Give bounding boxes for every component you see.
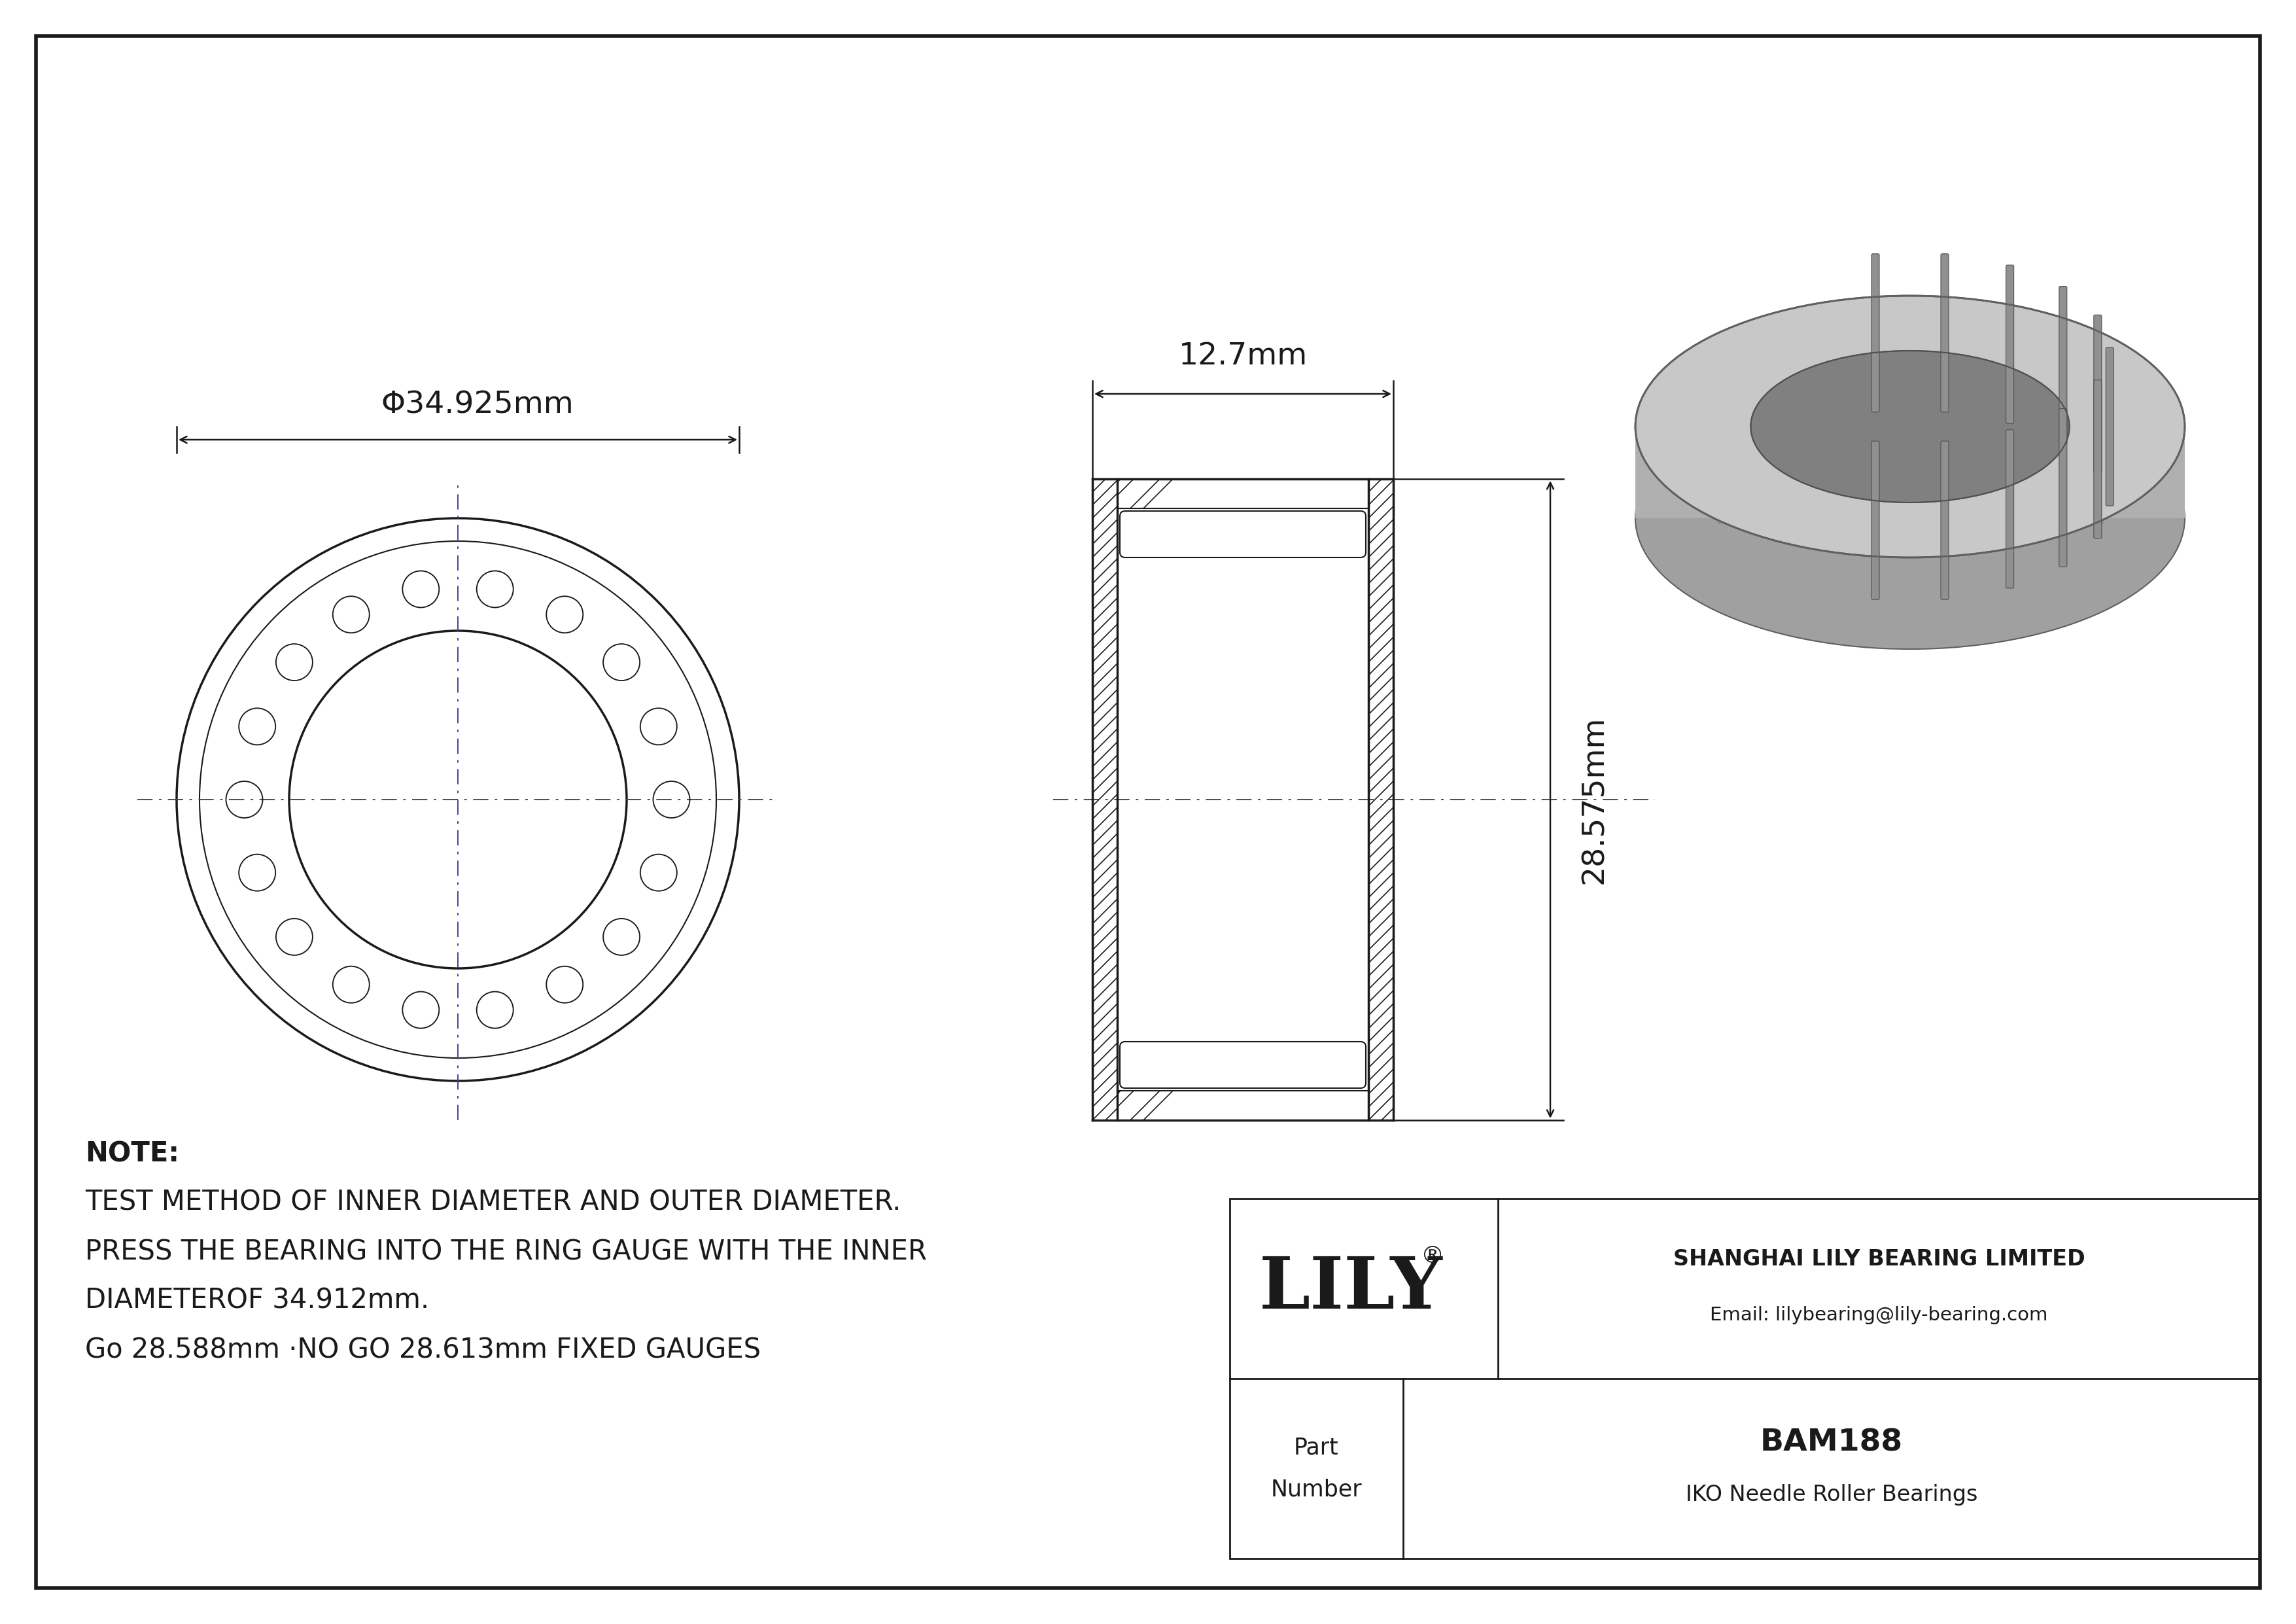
- Text: Number: Number: [1270, 1478, 1362, 1501]
- Text: SHANGHAI LILY BEARING LIMITED: SHANGHAI LILY BEARING LIMITED: [1674, 1249, 2085, 1270]
- Text: 12.7mm: 12.7mm: [1178, 341, 1306, 370]
- Text: Part: Part: [1295, 1437, 1339, 1458]
- FancyBboxPatch shape: [1120, 1041, 1366, 1088]
- Ellipse shape: [1635, 296, 2186, 557]
- Text: Φ34.925mm: Φ34.925mm: [381, 391, 574, 421]
- Text: DIAMETEROF 34.912mm.: DIAMETEROF 34.912mm.: [85, 1288, 429, 1314]
- FancyBboxPatch shape: [2060, 409, 2066, 567]
- Ellipse shape: [1635, 388, 2186, 650]
- FancyBboxPatch shape: [2060, 286, 2066, 445]
- Polygon shape: [1635, 427, 2186, 518]
- Text: BAM188: BAM188: [1761, 1427, 1903, 1457]
- FancyBboxPatch shape: [1871, 253, 1880, 412]
- FancyBboxPatch shape: [1871, 442, 1880, 599]
- Text: ®: ®: [1421, 1246, 1444, 1267]
- FancyBboxPatch shape: [2007, 265, 2014, 424]
- Bar: [1231, 1199, 2259, 1559]
- Text: Email: lilybearing@lily-bearing.com: Email: lilybearing@lily-bearing.com: [1711, 1306, 2048, 1324]
- Text: NOTE:: NOTE:: [85, 1140, 179, 1168]
- Text: PRESS THE BEARING INTO THE RING GAUGE WITH THE INNER: PRESS THE BEARING INTO THE RING GAUGE WI…: [85, 1237, 928, 1265]
- Text: 28.575mm: 28.575mm: [1580, 715, 1609, 883]
- FancyBboxPatch shape: [1120, 512, 1366, 557]
- FancyBboxPatch shape: [2007, 430, 2014, 588]
- FancyBboxPatch shape: [1940, 442, 1949, 599]
- Ellipse shape: [1752, 351, 2069, 502]
- Text: IKO Needle Roller Bearings: IKO Needle Roller Bearings: [1685, 1484, 1977, 1505]
- FancyBboxPatch shape: [2094, 380, 2101, 538]
- Text: TEST METHOD OF INNER DIAMETER AND OUTER DIAMETER.: TEST METHOD OF INNER DIAMETER AND OUTER …: [85, 1189, 900, 1216]
- Text: Go 28.588mm ·NO GO 28.613mm FIXED GAUGES: Go 28.588mm ·NO GO 28.613mm FIXED GAUGES: [85, 1337, 760, 1364]
- FancyBboxPatch shape: [2105, 348, 2115, 505]
- FancyBboxPatch shape: [1940, 253, 1949, 412]
- Text: LILY: LILY: [1258, 1254, 1442, 1324]
- FancyBboxPatch shape: [2094, 315, 2101, 473]
